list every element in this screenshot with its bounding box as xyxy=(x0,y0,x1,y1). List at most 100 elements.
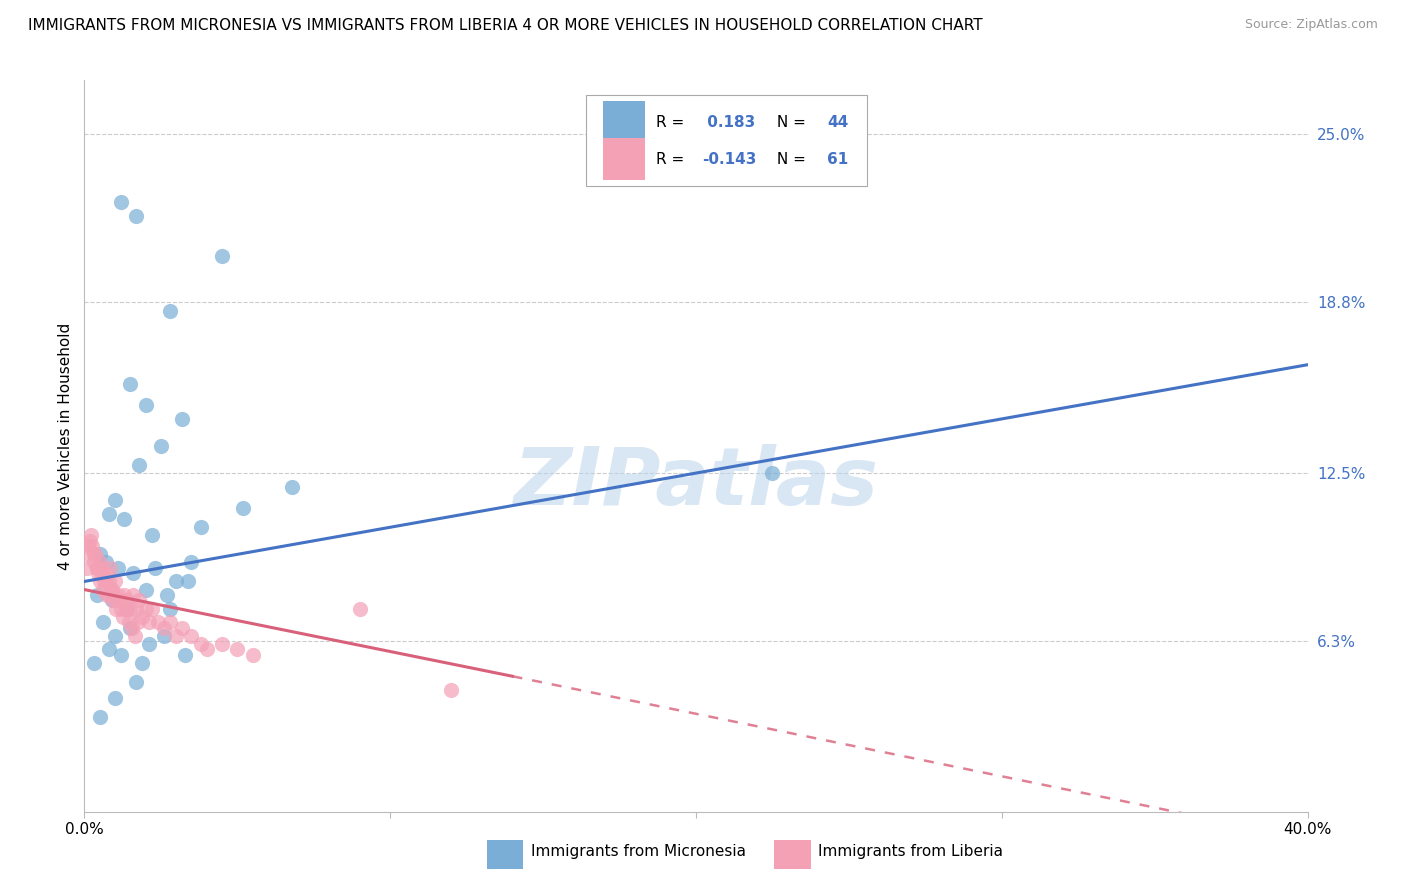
Point xyxy=(440,682,463,697)
Point xyxy=(211,249,233,263)
Text: N =: N = xyxy=(772,152,811,167)
Point xyxy=(79,533,101,548)
Point xyxy=(89,556,111,570)
Point xyxy=(86,561,108,575)
Point xyxy=(761,466,783,480)
Point xyxy=(226,642,249,657)
Point xyxy=(101,582,124,597)
Point xyxy=(108,593,131,607)
Point xyxy=(97,507,120,521)
Point xyxy=(135,582,157,597)
Point xyxy=(77,547,100,561)
Point xyxy=(125,209,148,223)
Point xyxy=(165,574,187,589)
Point xyxy=(97,642,120,657)
Text: 61: 61 xyxy=(827,152,848,167)
Point xyxy=(165,629,187,643)
Point xyxy=(118,615,141,629)
Point xyxy=(77,539,100,553)
Point xyxy=(125,601,148,615)
Point xyxy=(90,561,112,575)
Point xyxy=(110,648,132,662)
Point xyxy=(122,566,145,581)
Point xyxy=(115,593,138,607)
Point xyxy=(98,561,121,575)
Point xyxy=(180,629,202,643)
Point xyxy=(89,574,111,589)
Point xyxy=(114,601,136,615)
Point xyxy=(84,547,107,561)
Point xyxy=(124,629,146,643)
Point xyxy=(146,615,169,629)
Point xyxy=(127,615,149,629)
Point xyxy=(138,615,160,629)
Point xyxy=(349,601,371,615)
Point xyxy=(115,601,138,615)
Point xyxy=(174,648,197,662)
Point xyxy=(135,398,157,412)
Point xyxy=(232,501,254,516)
FancyBboxPatch shape xyxy=(603,138,644,180)
Point xyxy=(120,620,142,634)
Text: R =: R = xyxy=(655,114,689,129)
Point xyxy=(125,674,148,689)
Point xyxy=(83,556,105,570)
Point xyxy=(97,574,120,589)
Point xyxy=(135,601,157,615)
Point xyxy=(143,561,166,575)
Point xyxy=(80,528,103,542)
Point xyxy=(76,561,98,575)
Point xyxy=(94,566,117,581)
Point xyxy=(83,547,105,561)
Point xyxy=(89,547,111,561)
FancyBboxPatch shape xyxy=(486,839,523,869)
Point xyxy=(153,629,176,643)
Point xyxy=(112,588,135,602)
Point xyxy=(83,656,105,670)
Point xyxy=(156,588,179,602)
Point xyxy=(138,637,160,651)
Point xyxy=(112,512,135,526)
Point xyxy=(281,480,304,494)
Point xyxy=(120,601,142,615)
Point xyxy=(159,615,181,629)
Point xyxy=(131,609,153,624)
Text: ZIPatlas: ZIPatlas xyxy=(513,443,879,522)
Point xyxy=(87,566,110,581)
Text: Source: ZipAtlas.com: Source: ZipAtlas.com xyxy=(1244,18,1378,31)
Point xyxy=(104,629,127,643)
Point xyxy=(180,556,202,570)
Point xyxy=(94,556,117,570)
Point xyxy=(91,582,114,597)
Point xyxy=(153,620,176,634)
Point xyxy=(104,574,127,589)
Text: R =: R = xyxy=(655,152,689,167)
Text: Immigrants from Micronesia: Immigrants from Micronesia xyxy=(531,845,745,860)
Point xyxy=(80,539,103,553)
Point xyxy=(122,588,145,602)
Point xyxy=(211,637,233,651)
Point xyxy=(120,376,142,391)
Point xyxy=(86,561,108,575)
Point xyxy=(190,520,212,534)
Point xyxy=(107,588,129,602)
Y-axis label: 4 or more Vehicles in Household: 4 or more Vehicles in Household xyxy=(58,322,73,570)
Point xyxy=(101,593,124,607)
Point xyxy=(172,412,194,426)
Point xyxy=(131,656,153,670)
Point xyxy=(96,574,118,589)
Text: 44: 44 xyxy=(827,114,848,129)
Point xyxy=(98,588,121,602)
Point xyxy=(172,620,194,634)
FancyBboxPatch shape xyxy=(586,95,868,186)
Point xyxy=(110,195,132,210)
Point xyxy=(104,493,127,508)
Point xyxy=(141,601,163,615)
Text: 0.183: 0.183 xyxy=(702,114,755,129)
Point xyxy=(91,615,114,629)
Text: Immigrants from Liberia: Immigrants from Liberia xyxy=(818,845,1004,860)
Point xyxy=(159,601,181,615)
Point xyxy=(128,593,150,607)
Point xyxy=(105,601,128,615)
Point xyxy=(96,588,118,602)
